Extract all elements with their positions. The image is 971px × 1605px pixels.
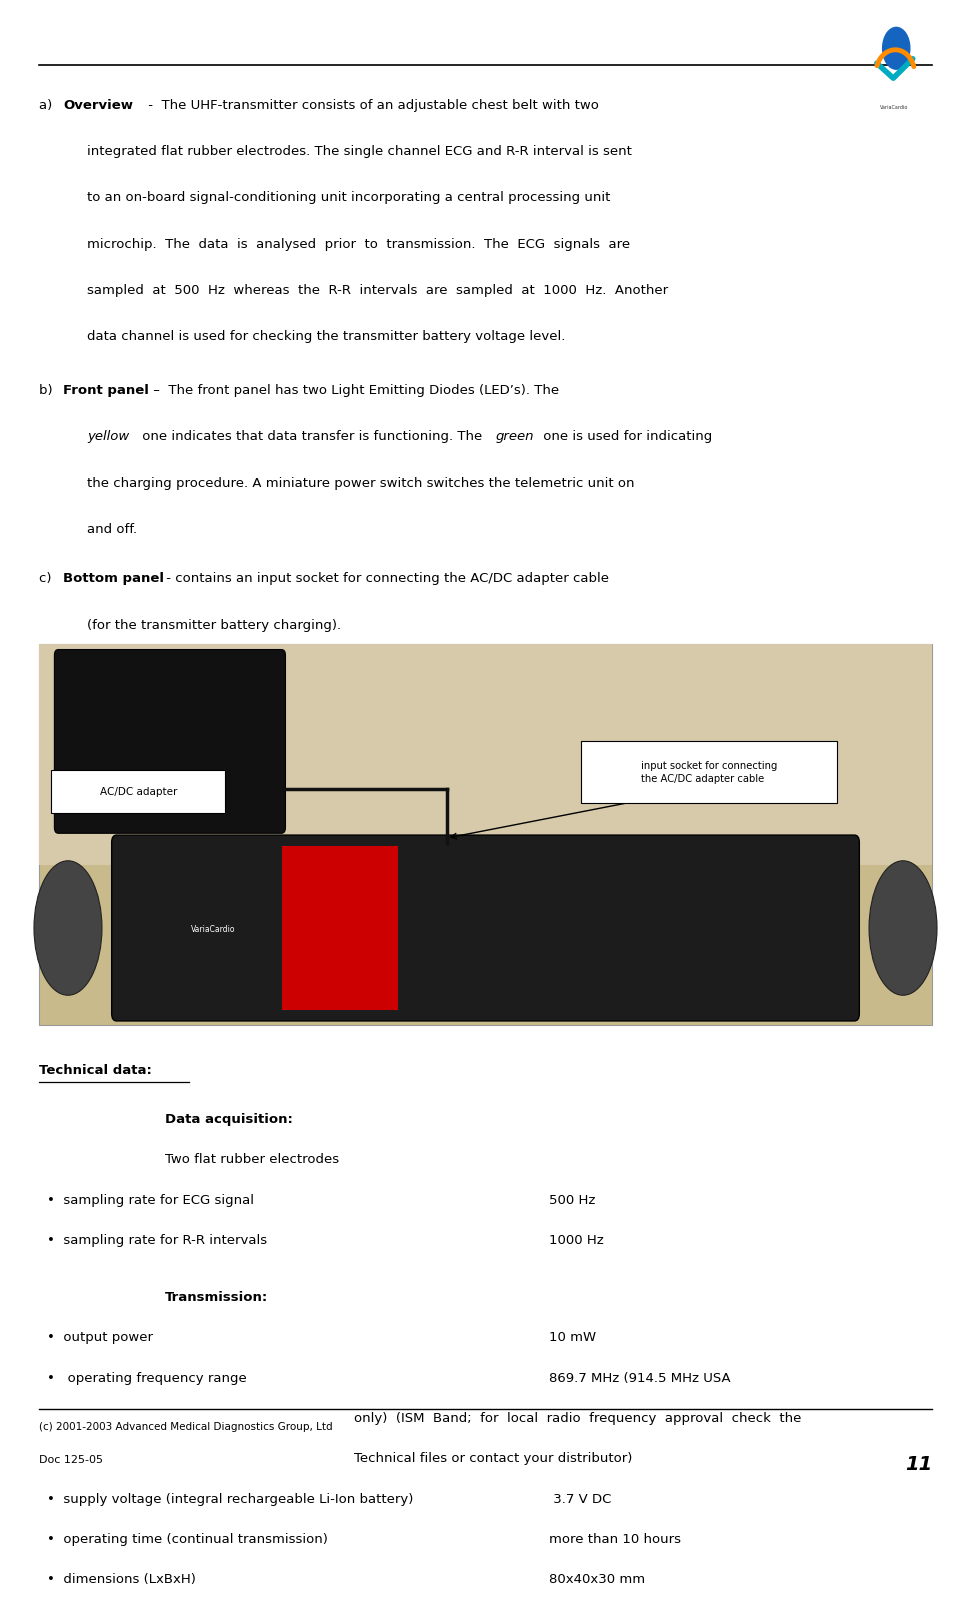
FancyBboxPatch shape [581, 742, 837, 804]
Text: –  The front panel has two Light Emitting Diodes (LED’s). The: – The front panel has two Light Emitting… [149, 384, 563, 396]
Text: integrated flat rubber electrodes. The single channel ECG and R-R interval is se: integrated flat rubber electrodes. The s… [87, 144, 632, 157]
Text: and off.: and off. [87, 523, 138, 536]
Text: •  supply voltage (integral rechargeable Li-Ion battery): • supply voltage (integral rechargeable … [47, 1491, 413, 1504]
Text: 869.7 MHz (914.5 MHz USA: 869.7 MHz (914.5 MHz USA [549, 1371, 730, 1384]
Text: •  sampling rate for ECG signal: • sampling rate for ECG signal [47, 1193, 253, 1205]
Text: more than 10 hours: more than 10 hours [549, 1531, 681, 1546]
Text: 500 Hz: 500 Hz [549, 1193, 595, 1205]
Text: (for the transmitter battery charging).: (for the transmitter battery charging). [87, 618, 342, 631]
Text: Bottom panel: Bottom panel [63, 571, 164, 584]
Circle shape [883, 29, 910, 71]
FancyBboxPatch shape [51, 770, 225, 814]
Text: sampled  at  500  Hz  whereas  the  R-R  intervals  are  sampled  at  1000  Hz. : sampled at 500 Hz whereas the R-R interv… [87, 284, 668, 297]
Text: VariaCardio: VariaCardio [880, 104, 909, 109]
Text: 3.7 V DC: 3.7 V DC [549, 1491, 611, 1504]
Text: Front panel: Front panel [63, 384, 149, 396]
Text: AC/DC adapter: AC/DC adapter [100, 786, 177, 796]
Text: 80x40x30 mm: 80x40x30 mm [549, 1573, 645, 1586]
FancyBboxPatch shape [39, 645, 932, 865]
Text: 11: 11 [905, 1454, 932, 1473]
Text: •  output power: • output power [47, 1331, 152, 1343]
Text: •  operating time (continual transmission): • operating time (continual transmission… [47, 1531, 327, 1546]
Text: yellow: yellow [87, 430, 130, 443]
Text: Overview: Overview [63, 98, 133, 111]
Text: 10 mW: 10 mW [549, 1331, 596, 1343]
Text: •  sampling rate for R-R intervals: • sampling rate for R-R intervals [47, 1233, 267, 1247]
Text: Doc 125-05: Doc 125-05 [39, 1454, 103, 1464]
Text: the charging procedure. A miniature power switch switches the telemetric unit on: the charging procedure. A miniature powe… [87, 477, 635, 490]
Text: one is used for indicating: one is used for indicating [539, 430, 712, 443]
Text: •  dimensions (LxBxH): • dimensions (LxBxH) [47, 1573, 195, 1586]
Text: Technical files or contact your distributor): Technical files or contact your distribu… [354, 1451, 633, 1464]
Text: •   operating frequency range: • operating frequency range [47, 1371, 247, 1384]
Text: Two flat rubber electrodes: Two flat rubber electrodes [165, 1152, 339, 1165]
Ellipse shape [34, 862, 102, 995]
Text: input socket for connecting
the AC/DC adapter cable: input socket for connecting the AC/DC ad… [641, 761, 777, 783]
Text: to an on-board signal-conditioning unit incorporating a central processing unit: to an on-board signal-conditioning unit … [87, 191, 611, 204]
Text: (c) 2001-2003 Advanced Medical Diagnostics Group, Ltd: (c) 2001-2003 Advanced Medical Diagnosti… [39, 1422, 332, 1432]
FancyBboxPatch shape [54, 650, 285, 833]
Text: green: green [495, 430, 534, 443]
Text: Technical data:: Technical data: [39, 1063, 151, 1075]
Text: c): c) [39, 571, 55, 584]
FancyBboxPatch shape [282, 846, 398, 1011]
Text: a): a) [39, 98, 56, 111]
FancyBboxPatch shape [112, 836, 859, 1021]
Text: -  The UHF-transmitter consists of an adjustable chest belt with two: - The UHF-transmitter consists of an adj… [144, 98, 598, 111]
FancyBboxPatch shape [39, 645, 932, 1026]
Text: microchip.  The  data  is  analysed  prior  to  transmission.  The  ECG  signals: microchip. The data is analysed prior to… [87, 238, 630, 250]
Text: Transmission:: Transmission: [165, 1290, 268, 1303]
Text: one indicates that data transfer is functioning. The: one indicates that data transfer is func… [138, 430, 486, 443]
Text: Data acquisition:: Data acquisition: [165, 1112, 293, 1125]
Text: - contains an input socket for connecting the AC/DC adapter cable: - contains an input socket for connectin… [162, 571, 609, 584]
Text: data channel is used for checking the transmitter battery voltage level.: data channel is used for checking the tr… [87, 331, 566, 343]
Ellipse shape [869, 862, 937, 995]
Text: 1000 Hz: 1000 Hz [549, 1233, 603, 1247]
Text: VariaCardio: VariaCardio [191, 924, 236, 933]
Text: only)  (ISM  Band;  for  local  radio  frequency  approval  check  the: only) (ISM Band; for local radio frequen… [354, 1411, 802, 1424]
Text: b): b) [39, 384, 56, 396]
